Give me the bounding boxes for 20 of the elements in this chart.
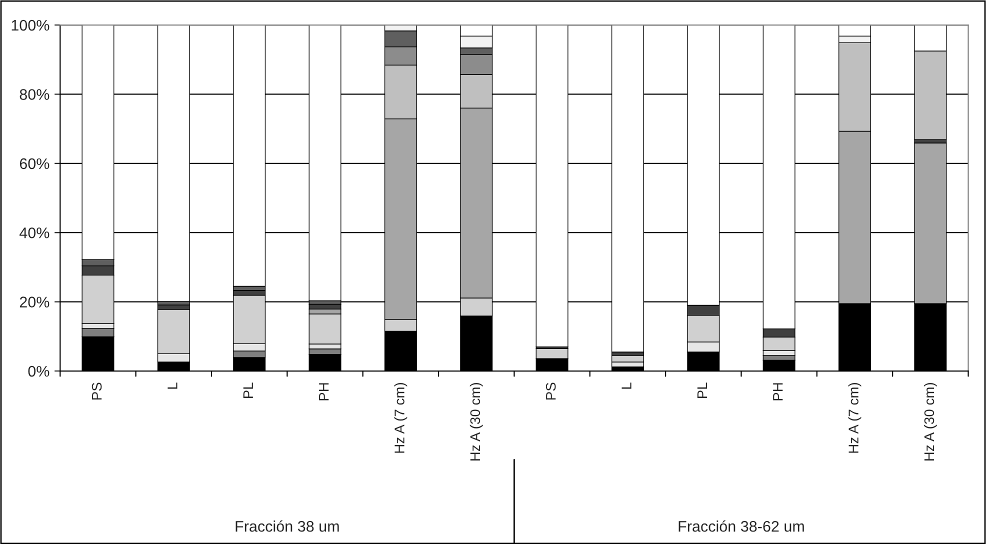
x-tick-label: Hz A (30 cm) [924, 382, 937, 460]
x-tick-label: Hz A (7 cm) [394, 382, 408, 453]
x-tick-label: PH [773, 383, 783, 400]
x-tick-label: PH [319, 383, 329, 400]
x-tick-label: Hz A (30 cm) [470, 382, 483, 460]
x-tick-label: PS [92, 382, 102, 400]
x-tick-label: L [168, 382, 178, 389]
x-tick-label: PL [243, 382, 253, 398]
text: Fracción 38 um [236, 520, 339, 532]
y-tick-label: 20% [20, 296, 50, 308]
text: Fracción 38-62 um [678, 520, 804, 532]
x-tick-label: PL [697, 382, 707, 398]
x-tick-label: PS [546, 382, 556, 400]
y-tick-label: 40% [20, 227, 50, 238]
y-tick-label: 80% [20, 89, 50, 100]
x-tick-label: Hz A (7 cm) [848, 382, 862, 453]
y-tick-label: 100% [12, 20, 50, 31]
y-tick-label: 60% [20, 158, 50, 170]
y-tick-label: 0% [28, 366, 50, 377]
x-tick-label: L [622, 382, 632, 389]
